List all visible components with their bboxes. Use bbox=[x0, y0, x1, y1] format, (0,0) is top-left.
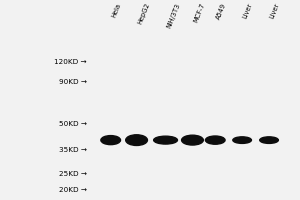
Ellipse shape bbox=[154, 136, 178, 144]
Text: Liver: Liver bbox=[242, 2, 254, 19]
Text: Liver: Liver bbox=[269, 2, 281, 19]
Ellipse shape bbox=[126, 135, 147, 145]
Text: Hela: Hela bbox=[111, 2, 122, 18]
Text: HepG2: HepG2 bbox=[136, 2, 151, 25]
Text: NIH/3T3: NIH/3T3 bbox=[166, 2, 181, 29]
Ellipse shape bbox=[206, 136, 225, 144]
Ellipse shape bbox=[260, 137, 278, 143]
Text: MCF-7: MCF-7 bbox=[193, 2, 206, 23]
Text: 120KD →: 120KD → bbox=[54, 59, 87, 65]
Text: 90KD →: 90KD → bbox=[59, 79, 87, 85]
Text: 50KD →: 50KD → bbox=[59, 121, 87, 127]
Ellipse shape bbox=[233, 137, 251, 143]
Text: 35KD →: 35KD → bbox=[59, 147, 87, 153]
Text: A549: A549 bbox=[215, 2, 227, 20]
Ellipse shape bbox=[182, 135, 203, 145]
Text: 20KD →: 20KD → bbox=[59, 187, 87, 193]
Ellipse shape bbox=[101, 136, 121, 145]
Text: 25KD →: 25KD → bbox=[59, 171, 87, 177]
